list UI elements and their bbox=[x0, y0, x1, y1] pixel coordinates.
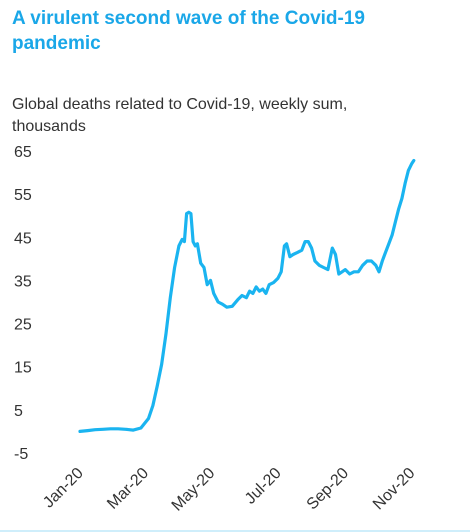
chart-subtitle-line2: thousands bbox=[12, 118, 86, 135]
chart-title-line2: pandemic bbox=[12, 33, 101, 54]
x-axis-ticks: Jan-20 Mar-20 May-20 Jul-20 Sep-20 Nov-20 bbox=[40, 465, 418, 515]
y-axis-ticks: 65 55 45 35 25 15 5 -5 bbox=[14, 144, 32, 463]
x-tick-label: Jan-20 bbox=[40, 465, 87, 512]
y-tick-label: -5 bbox=[14, 446, 28, 463]
y-tick-label: 35 bbox=[14, 273, 32, 290]
bottom-divider bbox=[0, 530, 470, 532]
y-tick-label: 65 bbox=[14, 144, 32, 161]
y-tick-label: 5 bbox=[14, 403, 23, 420]
x-tick-label: Nov-20 bbox=[370, 465, 419, 514]
series-line-deaths bbox=[78, 158, 416, 433]
x-tick-label: May-20 bbox=[169, 465, 219, 515]
chart-subtitle-line1: Global deaths related to Covid-19, weekl… bbox=[12, 96, 348, 113]
chart-title: A virulent second wave of the Covid-19 p… bbox=[12, 6, 462, 56]
y-tick-label: 15 bbox=[14, 360, 32, 377]
chart-title-line1: A virulent second wave of the Covid-19 bbox=[12, 8, 365, 29]
y-tick-label: 45 bbox=[14, 230, 32, 247]
x-tick-label: Sep-20 bbox=[304, 465, 353, 514]
x-tick-label: Jul-20 bbox=[242, 465, 285, 508]
y-tick-label: 25 bbox=[14, 317, 32, 334]
y-tick-label: 55 bbox=[14, 187, 32, 204]
series-layer bbox=[78, 158, 416, 433]
x-tick-label: Mar-20 bbox=[104, 465, 152, 513]
chart-subtitle: Global deaths related to Covid-19, weekl… bbox=[12, 94, 462, 138]
